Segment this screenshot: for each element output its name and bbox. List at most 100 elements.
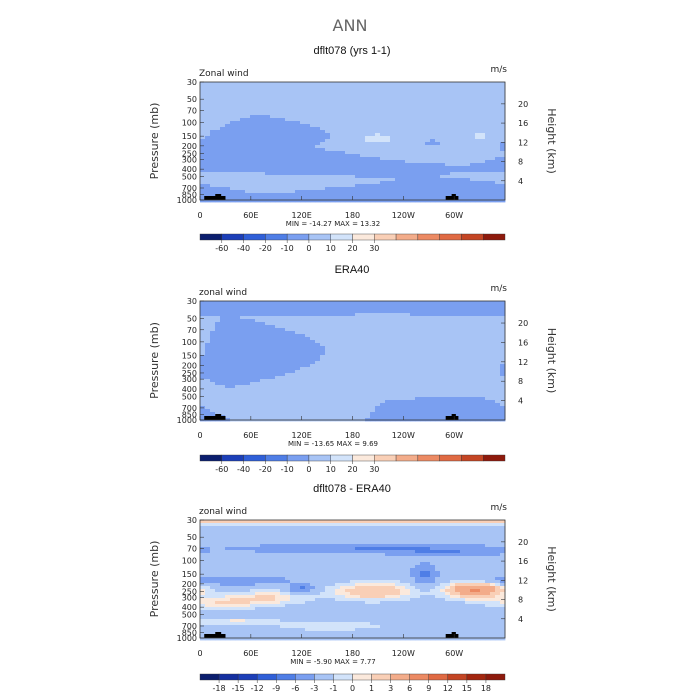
contour-cell <box>210 127 216 131</box>
contour-cell <box>385 88 391 92</box>
contour-cell <box>500 154 506 158</box>
contour-cell <box>235 154 241 158</box>
contour-cell <box>480 301 486 305</box>
contour-cell <box>460 400 466 404</box>
contour-cell <box>485 397 491 401</box>
contour-cell <box>275 319 281 323</box>
contour-cell <box>220 334 226 338</box>
contour-cell <box>300 349 306 353</box>
colorbar-label: 20 <box>347 244 357 253</box>
contour-cell <box>250 109 256 113</box>
contour-cell <box>495 352 501 356</box>
contour-cell <box>470 106 476 110</box>
contour-cell <box>250 322 256 326</box>
contour-cell <box>215 94 221 98</box>
contour-cell <box>445 406 451 410</box>
contour-cell <box>285 172 291 176</box>
contour-cell <box>290 361 296 365</box>
contour-cell <box>460 412 466 416</box>
contour-cell <box>460 115 466 119</box>
contour-cell <box>345 154 351 158</box>
contour-cell <box>305 97 311 101</box>
contour-cell <box>345 346 351 350</box>
contour-cell <box>365 388 371 392</box>
contour-cell <box>315 391 321 395</box>
contour-cell <box>470 313 476 317</box>
contour-cell <box>295 97 301 101</box>
contour-cell <box>265 349 271 353</box>
contour-cell <box>300 184 306 188</box>
contour-cell <box>335 334 341 338</box>
contour-cell <box>210 301 216 305</box>
contour-cell <box>295 346 301 350</box>
contour-cell <box>305 187 311 191</box>
contour-cell <box>295 190 301 194</box>
contour-cell <box>345 385 351 389</box>
contour-cell <box>425 160 431 164</box>
contour-cell <box>275 313 281 317</box>
contour-cell <box>345 157 351 161</box>
contour-cell <box>385 352 391 356</box>
contour-cell <box>405 379 411 383</box>
contour-cell <box>270 346 276 350</box>
contour-cell <box>230 187 236 191</box>
contour-cell <box>350 313 356 317</box>
contour-cell <box>440 178 446 182</box>
contour-cell <box>265 409 271 413</box>
contour-cell <box>350 160 356 164</box>
contour-cell <box>210 319 216 323</box>
contour-cell <box>270 337 276 341</box>
contour-cell <box>220 304 226 308</box>
contour-cell <box>295 130 301 134</box>
contour-cell <box>210 157 216 161</box>
contour-cell <box>420 403 426 407</box>
contour-cell <box>255 343 261 347</box>
contour-cell <box>430 313 436 317</box>
contour-cell <box>290 184 296 188</box>
contour-cell <box>320 373 326 377</box>
contour-cell <box>395 100 401 104</box>
contour-cell <box>465 145 471 149</box>
contour-cell <box>455 331 461 335</box>
contour-cell <box>345 361 351 365</box>
contour-cell <box>440 367 446 371</box>
contour-cell <box>470 151 476 155</box>
contour-cell <box>275 334 281 338</box>
contour-cell <box>480 385 486 389</box>
contour-cell <box>430 307 436 311</box>
contour-cell <box>365 133 371 137</box>
contour-cell <box>495 400 501 404</box>
contour-cell <box>420 133 426 137</box>
contour-cell <box>235 133 241 137</box>
contour-cell <box>225 100 231 104</box>
contour-cell <box>220 121 226 125</box>
contour-cell <box>445 322 451 326</box>
contour-cell <box>360 310 366 314</box>
contour-cell <box>435 307 441 311</box>
contour-cell <box>205 361 211 365</box>
contour-cell <box>200 115 206 119</box>
contour-cell <box>455 148 461 152</box>
contour-cell <box>290 163 296 167</box>
contour-cell <box>475 118 481 122</box>
contour-cell <box>430 154 436 158</box>
contour-cell <box>380 154 386 158</box>
contour-cell <box>225 127 231 131</box>
contour-cell <box>340 187 346 191</box>
contour-cell <box>460 154 466 158</box>
contour-cell <box>310 190 316 194</box>
contour-cell <box>245 157 251 161</box>
contour-cell <box>500 109 506 113</box>
contour-cell <box>340 193 346 197</box>
contour-cell <box>395 124 401 128</box>
contour-cell <box>330 337 336 341</box>
contour-cell <box>260 346 266 350</box>
contour-cell <box>260 139 266 143</box>
contour-cell <box>390 346 396 350</box>
contour-cell <box>215 349 221 353</box>
contour-cell <box>420 160 426 164</box>
contour-cell <box>335 94 341 98</box>
contour-cell <box>410 397 416 401</box>
contour-cell <box>255 118 261 122</box>
contour-cell <box>310 346 316 350</box>
